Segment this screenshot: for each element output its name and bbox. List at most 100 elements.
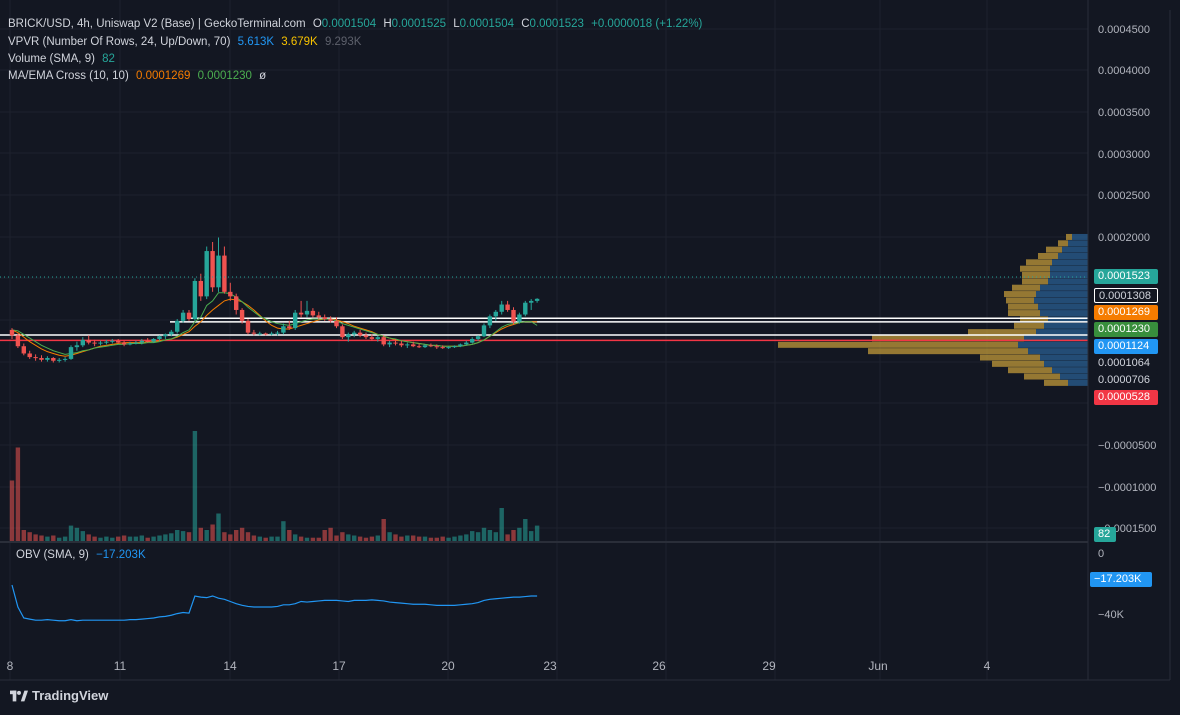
obv-axis[interactable]: 0 −40K [1098,548,1125,621]
candle-body [198,280,203,297]
vpvr-down-bar [1008,367,1052,374]
candle-body [399,343,404,346]
candle-body [363,335,369,338]
volume-bar [116,536,121,541]
candle-body [487,316,493,326]
volume-bar [434,537,439,541]
time-axis-label: 23 [543,659,557,673]
candle-body [464,342,469,345]
volume-bar [411,535,416,541]
ma-value: 0.0001269 [136,70,191,82]
volume-bar [481,527,487,541]
vpvr-down-bar [1024,373,1060,380]
volume-bar [33,534,38,541]
time-axis-label: 4 [984,659,991,673]
volume-bar [446,537,451,541]
tradingview-logo[interactable]: TradingView [10,688,108,703]
vpvr-up-bar [1072,233,1088,240]
volume-bar [39,535,44,541]
vpvr-up-bar [1048,316,1088,323]
volume-bar [186,532,192,541]
volume-bar [505,534,510,541]
price-tag: 0.0001523 [1094,269,1158,284]
tradingview-logo-icon [10,690,28,701]
obv-line [11,584,538,622]
volume-bar [68,525,74,541]
candle-body [446,347,451,349]
vpvr-down-bar [968,329,1036,336]
candle-body [104,341,109,343]
vpvr-down-bar [980,354,1040,361]
candle-body [505,304,510,310]
volume-bar [62,536,68,541]
volume-bar [239,527,245,541]
vpvr-up-bar [1048,278,1088,285]
price-tag: 0.0001269 [1094,305,1158,320]
price-axis-label: 0.0002500 [1098,190,1150,202]
close-label: C [521,18,530,30]
candle-body [257,333,262,335]
volume-bar [363,537,369,541]
candle-body [74,345,80,348]
vpvr-down-bar [1004,291,1036,298]
candle-body [493,311,498,317]
candle-body [157,336,162,339]
candle-body [51,358,56,361]
legend-ma-row[interactable]: MA/EMA Cross (10, 10) 0.0001269 0.000123… [8,68,270,84]
price-axis[interactable]: 0.0004500 0.0004000 0.0003500 0.0003000 0.00… [1098,24,1156,535]
candle-body [458,344,463,347]
price-axis-label: 0.0002000 [1098,232,1150,244]
vpvr-down-bar [1038,252,1058,259]
volume-bar [9,480,15,541]
candle-body [9,329,15,336]
time-axis-label: 29 [762,659,776,673]
candle-body [411,344,416,347]
candle-body [45,358,50,360]
volume-bar [27,532,32,541]
candle-body [499,304,504,312]
candle-body [393,342,398,344]
volume-bar [139,535,144,541]
legend-vpvr-row[interactable]: VPVR (Number Of Rows, 24, Up/Down, 70) 5… [8,34,365,50]
volume-bar [534,525,540,541]
time-axis-label: 20 [441,659,455,673]
price-tag: 0.0001064 [1094,356,1158,371]
time-axis-label: 8 [7,659,14,673]
volume-bar [529,531,534,541]
time-axis[interactable]: 8 11 14 17 20 23 26 29 Jun 4 [7,659,991,673]
volume-bar [405,535,410,541]
candle-body [216,255,221,288]
volume-bar [127,536,133,541]
legend-obv-row[interactable]: OBV (SMA, 9) −17.203K [16,549,146,561]
volume-bar [523,519,528,541]
volume-bar [98,537,103,541]
candle-body [169,331,174,335]
candle-body [322,317,327,320]
candle-body [381,337,386,345]
price-axis-label: 0.0003500 [1098,107,1150,119]
candle-body [121,342,127,345]
volume-bar [487,530,493,541]
candle-body [405,344,410,346]
vpvr-up-bar [1034,297,1088,304]
candle-body [21,346,26,354]
legend-volume-row[interactable]: Volume (SMA, 9) 82 [8,51,119,67]
horizontal-lines[interactable] [0,317,1088,342]
vpvr-down-bar [1008,303,1038,310]
candle-body [352,332,357,335]
volume-bar [15,447,21,541]
volume-bar [121,535,127,541]
vpvr-total-value: 9.293K [324,36,362,48]
candle-body [316,315,321,318]
low-label: L [453,18,460,30]
volume-bar [328,527,333,541]
volume-bar [204,530,209,541]
symbol-title[interactable]: BRICK/USD, 4h, Uniswap V2 (Base) | Gecko… [8,18,306,30]
obv-tag: −17.203K [1090,572,1152,587]
volume-bar [110,537,115,541]
candle-body [15,335,21,347]
volume-bar [393,534,398,541]
candle-body [275,332,280,334]
volume-bar [387,532,392,541]
